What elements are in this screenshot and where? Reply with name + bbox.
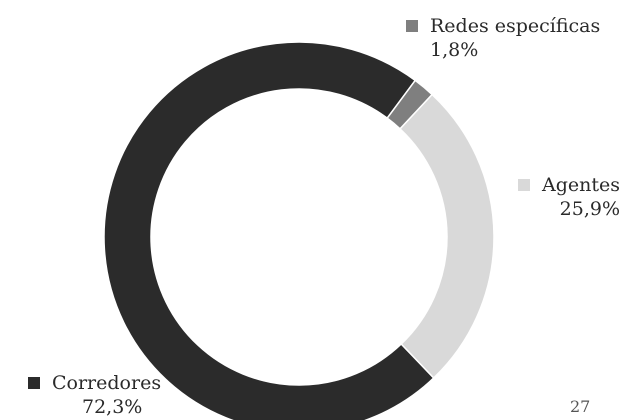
legend-value-corredores: 72,3% (82, 396, 143, 418)
legend-swatch-corredores (28, 377, 40, 389)
donut-slice-corredores (103, 41, 435, 420)
legend-label-redes-especificas: Redes específicas (430, 15, 601, 37)
legend-item-agentes: Agentes 25,9% (518, 173, 620, 221)
legend-value-agentes: 25,9% (559, 198, 620, 220)
legend-label-corredores: Corredores (52, 372, 162, 394)
donut-slice-agentes (398, 93, 495, 380)
page-number: 27 (570, 397, 591, 416)
legend-swatch-agentes (518, 179, 530, 191)
donut-slices (103, 41, 495, 420)
legend-label-agentes: Agentes (542, 174, 620, 196)
legend-item-corredores: Corredores 72,3% (28, 371, 161, 419)
legend-item-redes-especificas: Redes específicas 1,8% (406, 14, 600, 62)
legend-swatch-redes-especificas (406, 20, 418, 32)
legend-value-redes-especificas: 1,8% (430, 39, 479, 61)
